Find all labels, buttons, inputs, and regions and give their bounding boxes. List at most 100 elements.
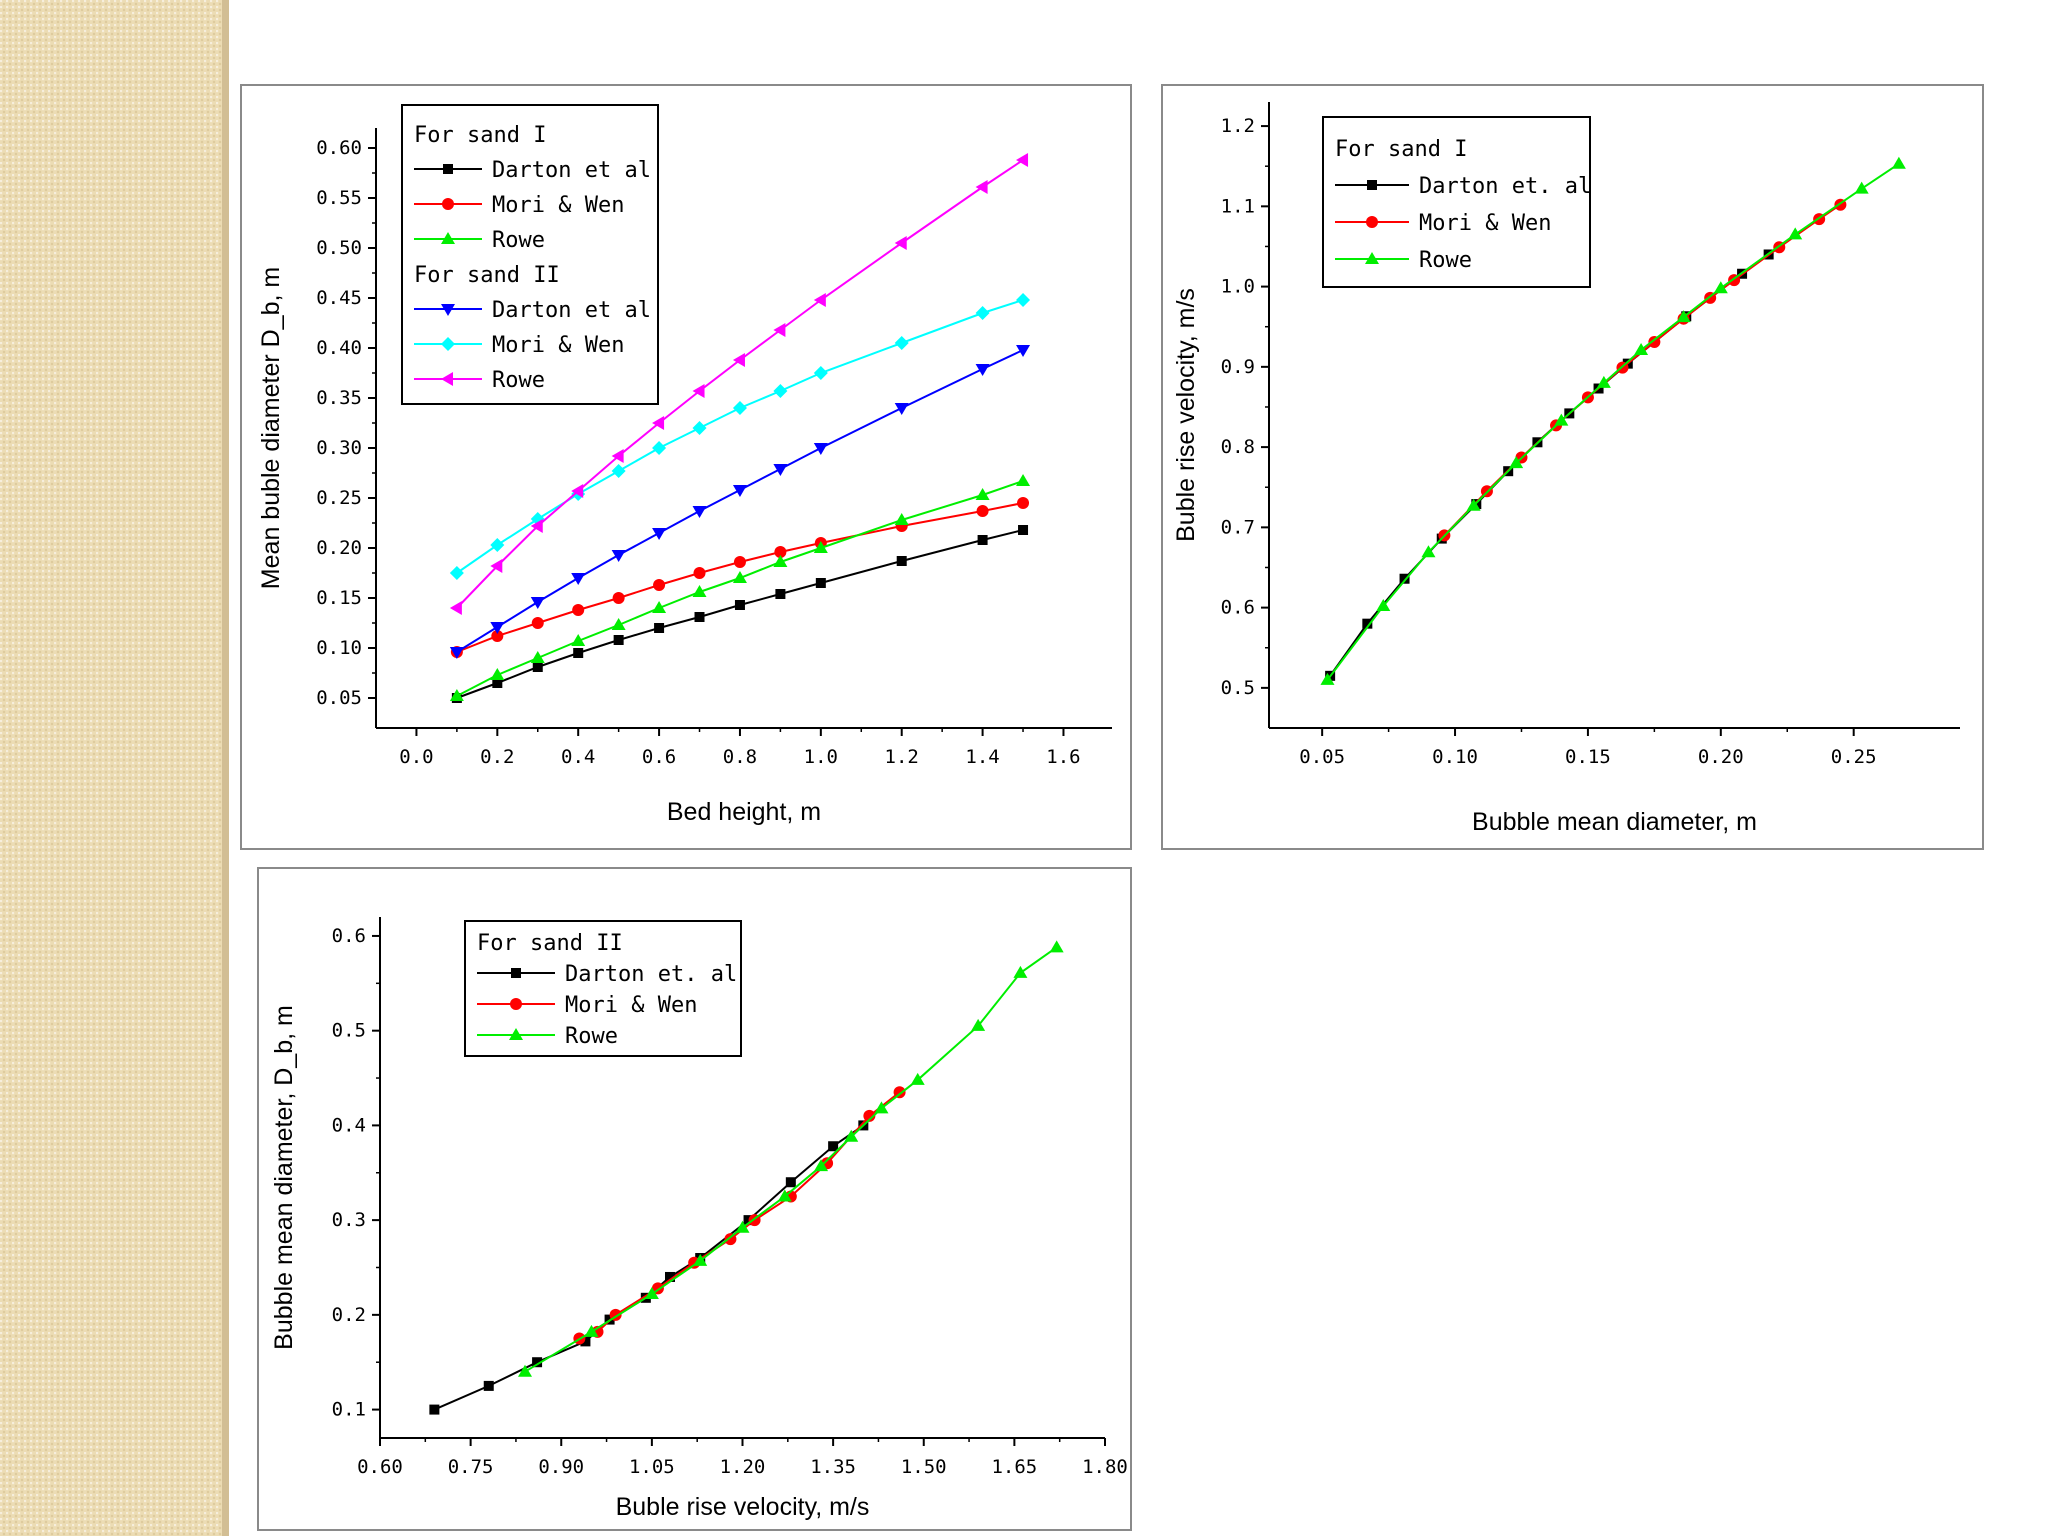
data-point — [732, 571, 747, 583]
y-axis-title: Mean buble diameter D_b, m — [257, 267, 285, 589]
data-point — [584, 1324, 599, 1337]
data-point — [532, 1357, 543, 1368]
data-point — [571, 573, 586, 585]
data-point — [777, 1189, 792, 1202]
data-point — [732, 353, 745, 367]
y-tick-label: 0.9 — [1221, 356, 1255, 378]
x-tick-label: 0.10 — [1432, 746, 1478, 768]
data-point — [1049, 940, 1064, 953]
legend-marker — [509, 1028, 523, 1040]
y-tick-label: 0.7 — [1221, 516, 1255, 538]
data-point — [573, 648, 584, 658]
data-point — [611, 550, 626, 562]
data-point — [530, 519, 543, 533]
y-tick-label: 0.8 — [1221, 436, 1255, 458]
y-tick-label: 0.4 — [332, 1114, 366, 1136]
y-tick-label: 0.50 — [316, 237, 362, 259]
chart-panel-diameter-vs-velocity: 0.60 0.75 0.90 1.05 1.20 1.35 1.50 1.65 1.80 0.1 0… — [257, 867, 1132, 1531]
data-point — [449, 689, 464, 701]
data-point — [449, 647, 464, 659]
data-point — [1017, 497, 1030, 509]
data-point — [1676, 310, 1691, 323]
data-point — [894, 236, 907, 250]
x-tick-label: 0.05 — [1299, 746, 1345, 768]
legend-label: Darton et. al — [565, 962, 737, 987]
x-axis-title: Bubble mean diameter, m — [1472, 808, 1757, 836]
y-tick-label: 0.15 — [316, 587, 362, 609]
series-line — [579, 1091, 901, 1340]
data-point — [1788, 227, 1803, 240]
data-point — [611, 618, 626, 630]
data-point — [531, 617, 544, 629]
y-tick-label: 1.0 — [1221, 276, 1255, 298]
data-point — [896, 556, 907, 566]
data-point — [692, 585, 707, 597]
x-tick-label: 1.35 — [810, 1456, 856, 1478]
x-tick-label: 0.60 — [357, 1456, 403, 1478]
data-point — [1362, 618, 1373, 629]
legend-group-title: For sand II — [414, 263, 560, 288]
data-point — [910, 1072, 925, 1085]
x-tick-label: 0.2 — [480, 746, 514, 768]
y-tick-label: 0.3 — [332, 1209, 366, 1231]
data-point — [483, 1380, 494, 1391]
y-tick-label: 0.35 — [316, 387, 362, 409]
legend-label: Darton et. al — [1419, 174, 1591, 199]
data-point — [1016, 345, 1031, 357]
x-tick-label: 1.2 — [885, 746, 919, 768]
sidebar-edge — [222, 0, 229, 1536]
x-tick-label: 1.4 — [965, 746, 999, 768]
data-point — [1634, 342, 1649, 355]
y-tick-label: 0.5 — [1221, 677, 1255, 699]
x-axis-title: Buble rise velocity, m/s — [616, 1493, 870, 1521]
data-point — [815, 578, 826, 588]
data-point — [692, 384, 705, 398]
legend-marker — [1367, 180, 1377, 190]
data-point — [813, 366, 828, 380]
data-point — [1018, 525, 1029, 535]
data-point — [975, 364, 990, 376]
x-tick-label: 0.20 — [1698, 746, 1744, 768]
data-point — [692, 506, 707, 518]
x-tick-label: 0.15 — [1565, 746, 1611, 768]
data-point — [490, 668, 505, 680]
legend-marker — [441, 337, 455, 351]
data-point — [828, 1141, 839, 1152]
data-point — [735, 1220, 750, 1233]
series-line — [433, 1124, 864, 1411]
x-tick-label: 1.6 — [1046, 746, 1080, 768]
y-tick-label: 1.2 — [1221, 115, 1255, 137]
data-point — [449, 566, 464, 580]
y-tick-label: 0.10 — [316, 637, 362, 659]
y-axis-title: Buble rise velocity, m/s — [1172, 288, 1200, 542]
data-point — [1016, 293, 1031, 307]
x-tick-label: 0.6 — [642, 746, 676, 768]
data-point — [894, 403, 909, 415]
data-point — [692, 421, 707, 435]
data-point — [611, 464, 626, 478]
data-point — [813, 293, 826, 307]
data-point — [1376, 599, 1391, 612]
y-tick-label: 0.20 — [316, 537, 362, 559]
data-point — [490, 559, 503, 573]
data-point — [490, 622, 505, 634]
data-point — [732, 485, 747, 497]
x-tick-label: 0.4 — [561, 746, 595, 768]
legend-marker — [1365, 252, 1379, 264]
x-axis-title: Bed height, m — [667, 798, 821, 826]
y-tick-label: 0.55 — [316, 187, 362, 209]
y-tick-label: 0.40 — [316, 337, 362, 359]
series-line — [1329, 253, 1770, 677]
data-point — [976, 505, 989, 517]
legend-box — [401, 104, 659, 405]
data-point — [652, 601, 667, 613]
data-point — [571, 634, 586, 646]
legend-label: Rowe — [492, 368, 545, 393]
data-point — [1466, 498, 1481, 511]
x-tick-label: 1.0 — [804, 746, 838, 768]
legend-label: Darton et al — [492, 298, 651, 323]
y-tick-label: 0.6 — [332, 925, 366, 947]
data-point — [1648, 335, 1661, 348]
y-tick-label: 0.6 — [1221, 597, 1255, 619]
x-tick-label: 1.65 — [991, 1456, 1037, 1478]
